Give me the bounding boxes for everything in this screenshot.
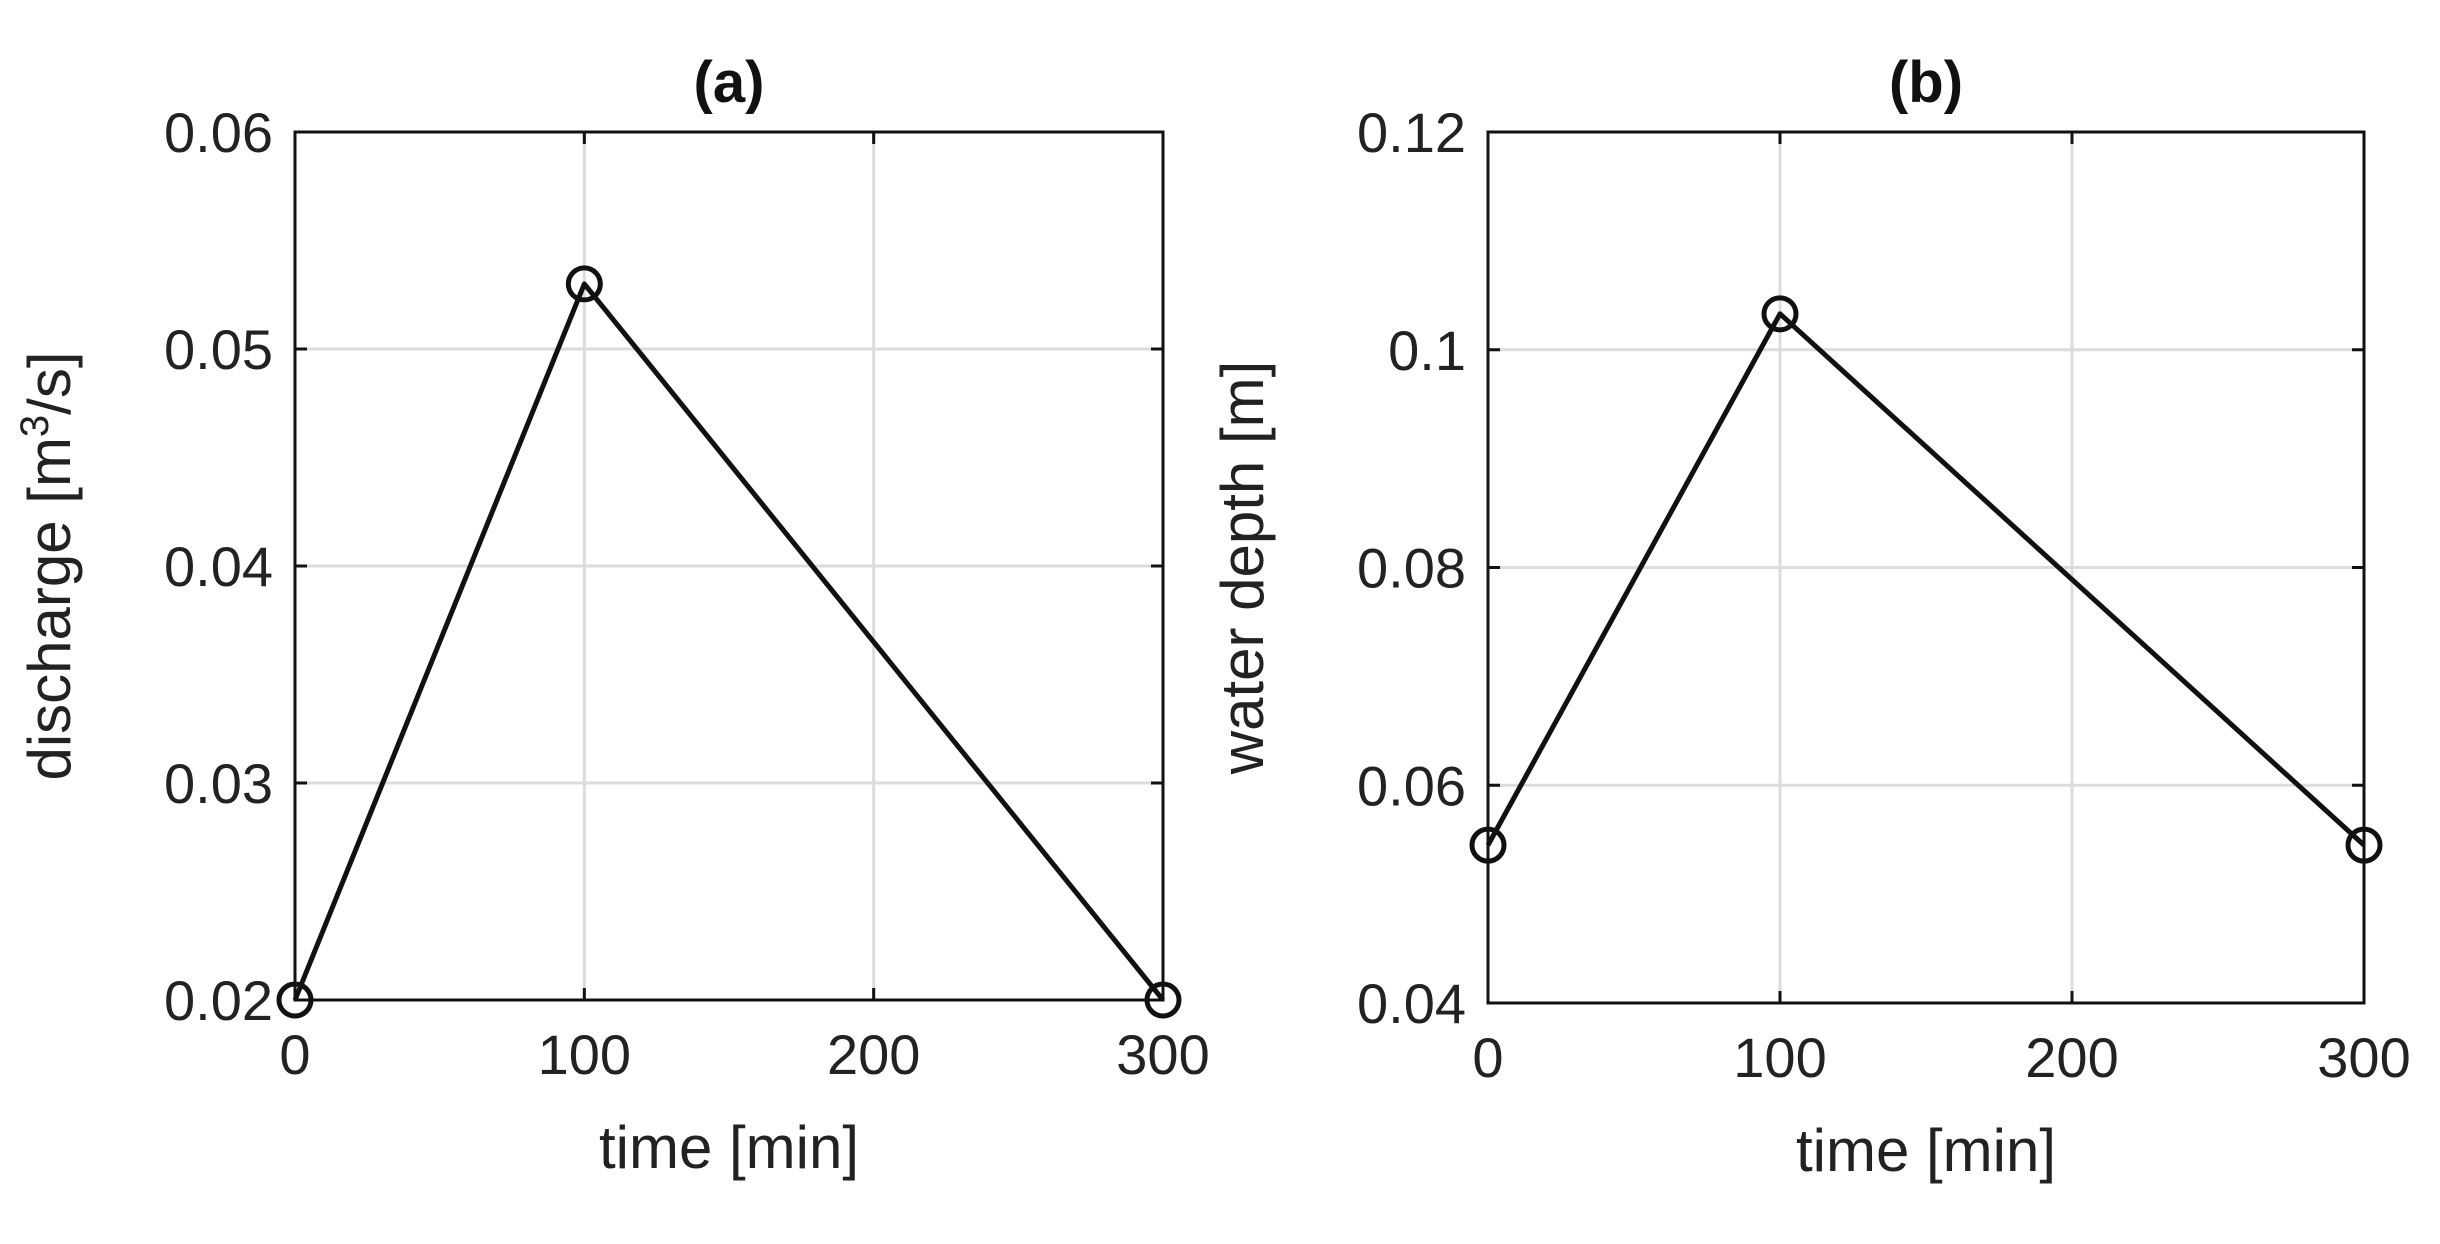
series-line-b xyxy=(1485,311,2366,847)
x-tick-label-b-0: 0 xyxy=(1472,1026,1503,1089)
x-tick-label-b-2: 200 xyxy=(2025,1026,2118,1089)
series-a xyxy=(276,265,1182,1019)
y-tick-labels-a: 0.02 0.03 0.04 0.05 0.06 xyxy=(164,101,273,1032)
y-tick-label-a-1: 0.03 xyxy=(164,752,273,815)
data-point-a-1 xyxy=(565,265,603,303)
panel-b: 0 100 200 300 0.04 0.06 0.08 0.1 0.12 (b) time … xyxy=(1209,50,2411,1184)
data-point-b-2 xyxy=(2345,826,2383,864)
y-tick-labels-b: 0.04 0.06 0.08 0.1 0.12 xyxy=(1357,101,1466,1035)
y-tick-label-a-3: 0.05 xyxy=(164,318,273,381)
x-tick-labels-a: 0 100 200 300 xyxy=(279,1023,1209,1086)
y-tick-label-b-0: 0.04 xyxy=(1357,972,1466,1035)
y-tick-label-a-4: 0.06 xyxy=(164,101,273,164)
grid-b xyxy=(1488,132,2364,1003)
x-tick-label-a-1: 100 xyxy=(538,1023,631,1086)
data-point-a-0 xyxy=(276,981,314,1019)
y-axis-label-a: discharge [m3/s] xyxy=(13,351,83,780)
y-tick-label-b-4: 0.12 xyxy=(1357,101,1466,164)
y-tick-label-a-0: 0.02 xyxy=(164,969,273,1032)
x-axis-label-a: time [min] xyxy=(599,1114,859,1181)
x-tick-label-b-3: 300 xyxy=(2317,1026,2410,1089)
y-tick-label-b-1: 0.06 xyxy=(1357,754,1466,817)
data-point-b-1 xyxy=(1761,295,1799,333)
x-tick-label-a-3: 300 xyxy=(1116,1023,1209,1086)
series-b xyxy=(1469,295,2383,864)
y-tick-label-b-3: 0.1 xyxy=(1388,319,1466,382)
x-tick-labels-b: 0 100 200 300 xyxy=(1472,1026,2410,1089)
x-axis-label-b: time [min] xyxy=(1796,1117,2056,1184)
data-point-b-0 xyxy=(1469,826,1507,864)
grid-a xyxy=(295,132,1163,1000)
panel-a: 0 100 200 300 0.02 0.03 0.04 0.05 0.06 (a) time… xyxy=(13,50,1210,1181)
y-tick-label-a-2: 0.04 xyxy=(164,535,273,598)
panel-title-b: (b) xyxy=(1889,50,1963,115)
x-tick-label-b-1: 100 xyxy=(1733,1026,1826,1089)
data-point-a-2 xyxy=(1144,981,1182,1019)
y-axis-label-b: water depth [m] xyxy=(1209,361,1276,776)
x-tick-label-a-2: 200 xyxy=(827,1023,920,1086)
y-axis-label-b-main: water depth [m] xyxy=(1209,361,1276,776)
series-line-a xyxy=(292,281,1165,1002)
tick-marks-b xyxy=(1486,130,2366,1005)
y-tick-label-b-2: 0.08 xyxy=(1357,537,1466,600)
y-axis-label-a-main: discharge [m xyxy=(16,437,83,780)
y-axis-label-a-superscript: 3 xyxy=(13,415,57,437)
panel-title-a: (a) xyxy=(694,50,765,115)
y-axis-label-a-unit: /s] xyxy=(16,351,83,414)
x-tick-label-a-0: 0 xyxy=(279,1023,310,1086)
